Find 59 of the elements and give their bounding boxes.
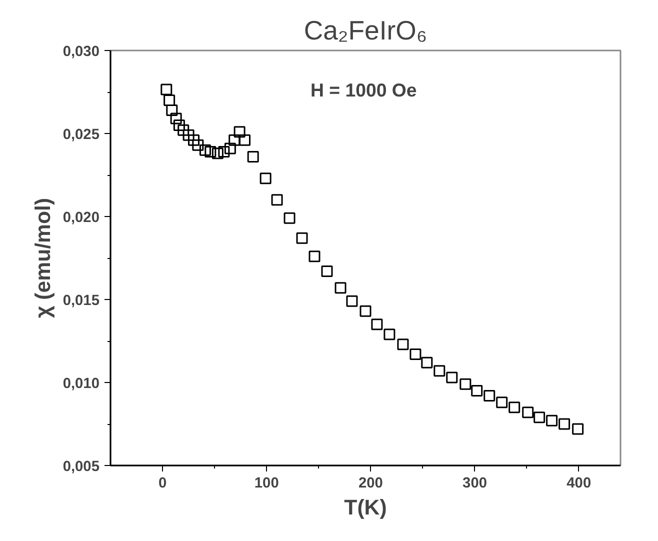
point — [234, 126, 246, 138]
point — [346, 295, 358, 307]
point — [534, 412, 546, 424]
point — [308, 250, 320, 262]
point — [397, 338, 409, 350]
point — [384, 328, 396, 340]
y-tick-label: 0,015 — [62, 293, 100, 309]
annotation: H = 1000 Oe — [310, 80, 417, 100]
y-tick-label: 0,010 — [62, 376, 100, 392]
point — [460, 378, 472, 390]
point — [410, 348, 422, 360]
point — [239, 134, 251, 146]
y-tick-label: 0,025 — [62, 127, 100, 143]
x-tick-label: 400 — [566, 476, 592, 492]
chart-title: Ca₂FeIrO₆ — [304, 16, 428, 46]
point — [296, 232, 308, 244]
point — [224, 142, 236, 154]
point — [284, 212, 296, 224]
point — [434, 365, 446, 377]
point — [360, 305, 372, 317]
point — [471, 385, 483, 397]
y-tick-label: 0,030 — [62, 44, 100, 60]
point — [558, 418, 570, 430]
y-tick-label: 0,020 — [62, 210, 100, 226]
point — [173, 119, 185, 131]
point — [508, 402, 520, 414]
y-axis-title: χ (emu/mol) — [30, 198, 55, 318]
point — [496, 396, 508, 408]
point — [334, 282, 346, 294]
point — [199, 144, 211, 156]
point — [247, 150, 259, 162]
y-tick-label: 0,005 — [62, 459, 100, 475]
point — [170, 112, 182, 124]
point — [522, 406, 534, 418]
point — [218, 146, 230, 158]
point — [164, 94, 176, 106]
point — [484, 390, 496, 402]
point — [188, 134, 200, 146]
x-tick-label: 300 — [462, 476, 488, 492]
point — [371, 318, 383, 330]
point — [572, 423, 584, 435]
point — [178, 124, 190, 136]
point — [260, 172, 272, 184]
x-axis-title: T(K) — [344, 496, 387, 520]
point — [228, 134, 240, 146]
x-tick-label: 200 — [358, 476, 383, 492]
point — [204, 146, 216, 158]
point — [546, 414, 558, 426]
x-tick-label: 100 — [254, 476, 279, 492]
point — [212, 148, 224, 160]
point — [166, 104, 178, 116]
point — [321, 266, 333, 278]
point — [192, 139, 204, 151]
point — [421, 356, 433, 368]
point — [182, 129, 194, 141]
point — [160, 84, 172, 96]
point — [271, 194, 283, 206]
point — [446, 372, 458, 384]
x-tick-label: 0 — [158, 476, 167, 492]
